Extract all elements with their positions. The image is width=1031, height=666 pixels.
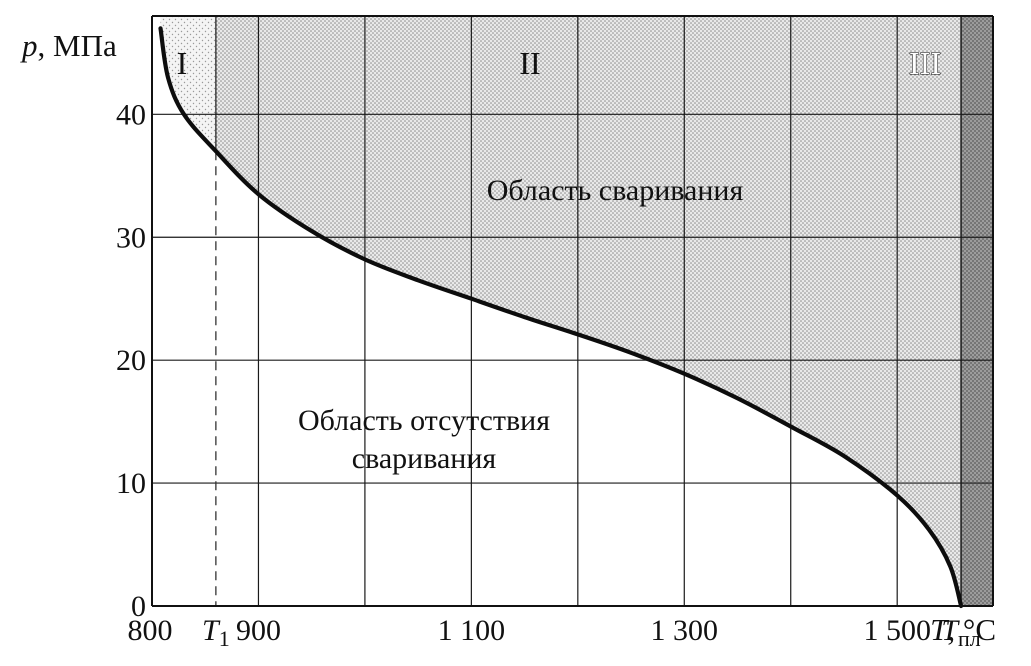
x-tick-label-800: 800 [128, 614, 173, 647]
welding-boundary-curve-group [158, 26, 964, 609]
y-tick-label-0: 0 [131, 590, 146, 623]
x-tick-label-1300: 1 300 [651, 614, 719, 647]
grid-lines [152, 16, 993, 606]
region-ii-fill [160, 16, 962, 606]
x-axis-var: T [930, 612, 950, 647]
y-axis-title: p, МПа [20, 28, 117, 63]
y-tick-label-10: 10 [116, 467, 146, 500]
region-fills [160, 16, 993, 606]
axes [151, 15, 994, 607]
tpl-label-var: T [941, 614, 960, 647]
x-tick-label-1100: 1 100 [438, 614, 506, 647]
welding-area-label: Область сваривания [487, 174, 744, 207]
t1-label-var: T [202, 614, 221, 647]
no-welding-area-label-line2: сваривания [352, 442, 497, 475]
tpl-label-sub: пл [958, 626, 981, 651]
x-axis-title: T, °C [930, 612, 996, 647]
welding-boundary-curve [158, 26, 964, 609]
y-axis-var: p [20, 28, 38, 63]
t1-label-sub: 1 [219, 626, 230, 651]
y-tick-label-20: 20 [116, 344, 146, 377]
x-axis-unit: , °C [947, 612, 996, 647]
x-tick-label-1500: 1 500 [863, 614, 931, 647]
y-tick-label-40: 40 [116, 98, 146, 131]
region-iii-label: III [909, 45, 941, 81]
x-tick-label-900: 900 [236, 614, 281, 647]
y-axis-unit: , МПа [38, 28, 117, 63]
region-ii-label: II [519, 45, 540, 81]
region-i-fill [160, 16, 216, 606]
y-tick-label-30: 30 [116, 221, 146, 254]
t1-label: T1 [202, 614, 230, 651]
region-i-label: I [177, 45, 188, 81]
no-welding-area-label-line1: Область отсутствия [298, 404, 550, 437]
region-iii-fill [961, 16, 993, 606]
tpl-label: Tпл [941, 614, 980, 651]
